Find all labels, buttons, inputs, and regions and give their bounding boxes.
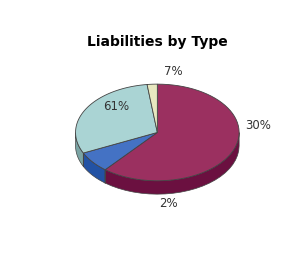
- Polygon shape: [105, 84, 239, 181]
- Text: 61%: 61%: [103, 100, 130, 113]
- Polygon shape: [83, 153, 105, 183]
- Text: Liabilities by Type: Liabilities by Type: [87, 35, 228, 49]
- Text: 30%: 30%: [245, 119, 271, 132]
- Polygon shape: [76, 84, 157, 153]
- Polygon shape: [105, 132, 239, 194]
- Text: 2%: 2%: [159, 197, 178, 210]
- Polygon shape: [76, 133, 83, 166]
- Text: 7%: 7%: [164, 65, 183, 78]
- Polygon shape: [147, 84, 157, 132]
- Polygon shape: [83, 132, 157, 170]
